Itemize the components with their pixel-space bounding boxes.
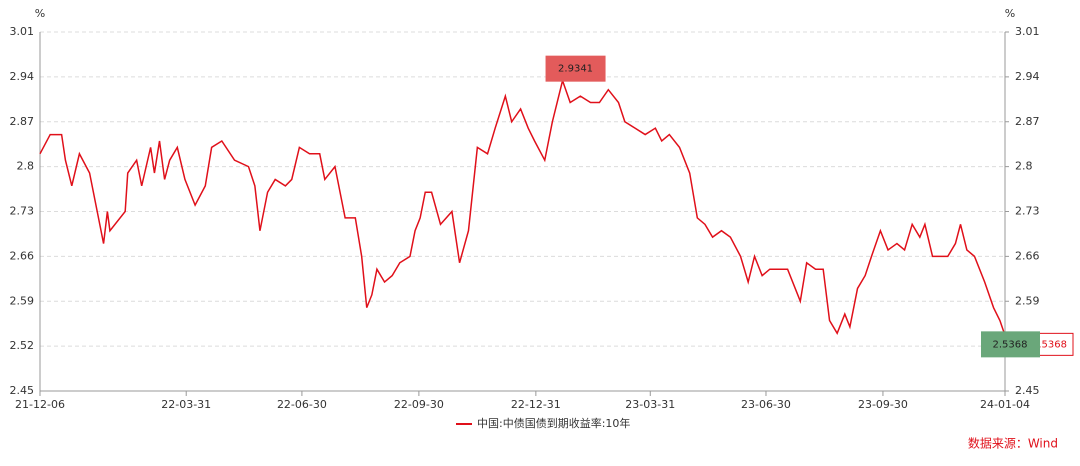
y2-unit: % — [1005, 7, 1015, 20]
y2-tick-label: 2.94 — [1015, 70, 1040, 83]
y2-tick-label: 2.59 — [1015, 294, 1040, 307]
x-tick-label: 21-12-06 — [15, 398, 65, 411]
x-tick-label: 23-03-31 — [625, 398, 675, 411]
y-tick-label: 2.73 — [10, 205, 35, 218]
source: 数据来源：Wind — [968, 436, 1058, 451]
y-tick-label: 2.87 — [10, 115, 35, 128]
y-tick-label: 2.8 — [17, 160, 35, 173]
y-tick-label: 2.66 — [10, 249, 35, 262]
y-tick-label: 2.59 — [10, 294, 35, 307]
y-tick-label: 2.45 — [10, 384, 35, 397]
max-label-box — [545, 55, 606, 82]
legend-label: 中国:中债国债到期收益率:10年 — [477, 416, 630, 430]
x-tick-label: 22-03-31 — [161, 398, 211, 411]
last-label: 2.5368 — [993, 339, 1028, 350]
last-axis-label: 2.5368 — [1032, 339, 1067, 350]
x-tick-label: 24-01-04 — [980, 398, 1030, 411]
x-tick-label: 22-06-30 — [277, 398, 327, 411]
y2-tick-label: 3.01 — [1015, 25, 1040, 38]
line — [39, 78, 1006, 336]
y2-tick-label: 2.8 — [1015, 160, 1033, 173]
x-tick-label: 23-06-30 — [741, 398, 791, 411]
max-label: 2.9341 — [558, 64, 593, 75]
y2-tick-label: 2.87 — [1015, 115, 1040, 128]
y2-tick-label: 2.45 — [1015, 384, 1040, 397]
last-label-box — [981, 331, 1040, 358]
x-tick-label: 22-09-30 — [394, 398, 444, 411]
x-tick-label: 22-12-31 — [511, 398, 561, 411]
y-tick-label: 3.01 — [10, 25, 35, 38]
y2-tick-label: 2.66 — [1015, 249, 1040, 262]
y-tick-label: 2.52 — [10, 339, 35, 352]
y-unit: % — [35, 7, 45, 20]
x-tick-label: 23-09-30 — [858, 398, 908, 411]
y-tick-label: 2.94 — [10, 70, 35, 83]
y2-tick-label: 2.73 — [1015, 205, 1040, 218]
